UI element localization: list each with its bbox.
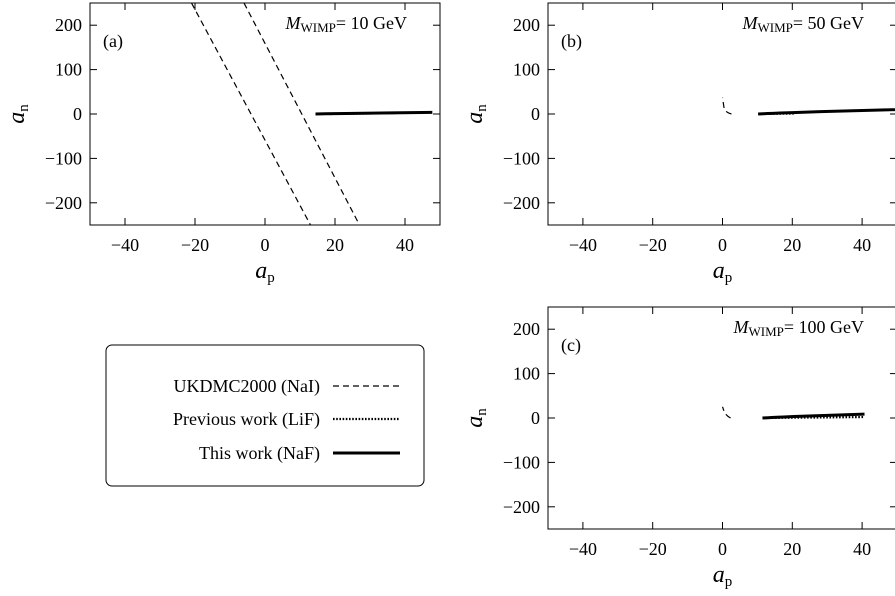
x-tick-label: 40 [396,235,414,255]
mass-subscript: WIMP [757,20,792,35]
series-this-work-naf-ellipse [762,412,865,420]
mass-value: = 50 GeV [793,13,864,33]
mass-annotation: MWIMP= 10 GeV [284,13,407,35]
panel-label: (c) [561,335,581,356]
x-axis-label: ap [713,258,733,286]
mass-symbol: M [741,13,758,33]
y-tick-label: −100 [503,452,540,472]
y-tick-label: −200 [503,497,540,517]
x-axis-subscript: p [267,270,275,286]
x-axis-label: ap [255,258,275,286]
y-tick-label: 0 [73,104,82,124]
legend-label-previous-work-lif: Previous work (LiF) [173,409,320,430]
x-tick-label: 0 [261,235,270,255]
x-tick-label: −20 [639,235,667,255]
panel-label: (a) [103,31,123,52]
x-tick-label: 40 [853,539,871,559]
series-this-work-naf-ellipse [315,110,433,116]
mass-value: = 100 GeV [784,317,864,337]
x-axis-subscript: p [725,574,733,590]
mass-value: = 10 GeV [336,13,407,33]
y-axis-symbol: a [462,112,488,124]
panel-b: −40 −20 0 20 40−200−1000100200apan(b)MWIMP= … [462,2,895,286]
y-axis-subscript: n [474,104,490,112]
x-tick-label: −20 [639,539,667,559]
y-tick-label: 100 [513,364,540,384]
x-tick-label: 0 [718,235,727,255]
x-tick-label: −40 [569,539,597,559]
y-tick-label: 200 [513,15,540,35]
panel-label: (b) [561,31,582,52]
mass-symbol: M [732,317,749,337]
y-tick-label: 200 [513,319,540,339]
y-axis-symbol: a [462,416,488,428]
plot-frame [547,2,895,226]
plot-area [721,406,865,420]
y-tick-label: −100 [45,148,82,168]
panel-a: −40 −20 0 20 40−200−1000100200apan(a)MWIMP= … [4,2,441,286]
series-ukdmc2000-nai-ellipse [721,406,732,419]
legend: UKDMC2000 (NaI) Previous work (LiF) This w… [105,344,425,487]
series-ukdmc2000-nai-line-1 [190,3,312,225]
x-axis-symbol: a [255,258,267,284]
x-axis-label: ap [713,562,733,590]
mass-symbol: M [284,13,301,33]
y-axis-label: an [4,104,32,124]
x-tick-label: 40 [853,235,871,255]
x-tick-label: −40 [569,235,597,255]
series-previous-work-lif-ellipse [765,415,865,420]
x-tick-label: 20 [783,539,801,559]
series-ukdmc2000-nai-line-2 [243,3,361,225]
x-tick-label: 20 [326,235,344,255]
y-axis-label: an [462,408,490,428]
x-axis-subscript: p [725,270,733,286]
y-tick-label: 200 [55,15,82,35]
y-axis-label: an [462,104,490,124]
x-tick-label: −20 [181,235,209,255]
y-tick-label: 100 [513,60,540,80]
plot-area [721,97,895,116]
y-tick-label: −100 [503,148,540,168]
mass-subscript: WIMP [748,324,783,339]
legend-box [105,344,425,487]
x-axis-symbol: a [713,562,725,588]
x-tick-label: −40 [111,235,139,255]
legend-label-this-work-naf: This work (NaF) [199,443,320,464]
x-tick-label: 0 [718,539,727,559]
y-axis-symbol: a [4,112,30,124]
y-tick-label: 0 [531,104,540,124]
legend-label-ukdmc2000-nai: UKDMC2000 (NaI) [174,376,320,397]
x-axis-symbol: a [713,258,725,284]
y-tick-label: −200 [45,193,82,213]
mass-annotation: MWIMP= 100 GeV [732,317,864,339]
y-tick-label: 100 [55,60,82,80]
y-tick-label: 0 [531,408,540,428]
series-ukdmc2000-nai-ellipse [721,97,732,115]
mass-annotation: MWIMP= 50 GeV [741,13,864,35]
series-this-work-naf-ellipse [758,108,895,116]
plot-area [190,3,433,225]
x-tick-label: 20 [783,235,801,255]
y-axis-subscript: n [474,408,490,416]
y-tick-label: −200 [503,193,540,213]
y-axis-subscript: n [16,104,32,112]
mass-subscript: WIMP [300,20,335,35]
panel-c: −40 −20 0 20 40−200−1000100200apan(c)MWIMP= … [462,306,895,590]
